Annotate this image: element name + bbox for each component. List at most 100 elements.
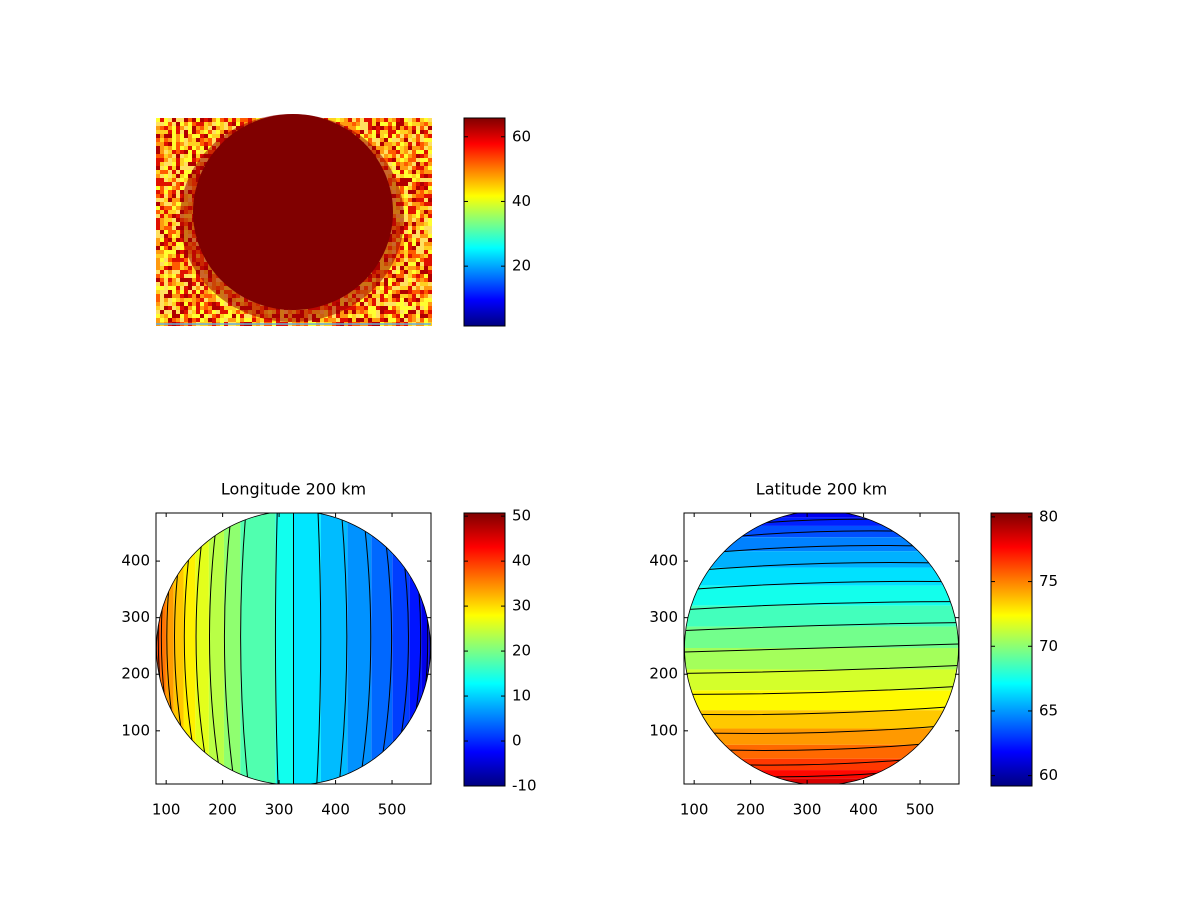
- image-pixel: [180, 310, 184, 314]
- image-pixel: [204, 146, 208, 150]
- image-pixel: [412, 318, 416, 322]
- image-pixel: [176, 306, 180, 310]
- image-pixel: [164, 198, 168, 202]
- image-pixel: [192, 290, 196, 294]
- image-pixel: [184, 254, 188, 258]
- image-pixel: [428, 150, 432, 154]
- image-pixel: [204, 318, 208, 322]
- image-pixel: [384, 130, 388, 134]
- image-pixel: [176, 150, 180, 154]
- image-pixel: [360, 306, 364, 310]
- image-pixel: [384, 290, 388, 294]
- image-pixel: [336, 118, 340, 122]
- image-pixel: [428, 186, 432, 190]
- image-pixel: [164, 230, 168, 234]
- image-pixel: [204, 294, 208, 298]
- image-pixel: [388, 298, 392, 302]
- image-pixel: [428, 230, 432, 234]
- image-pixel: [168, 250, 172, 254]
- image-pixel: [172, 206, 176, 210]
- image-pixel: [160, 294, 164, 298]
- image-pixel: [428, 222, 432, 226]
- image-pixel: [176, 210, 180, 214]
- image-pixel: [408, 302, 412, 306]
- image-pixel: [220, 310, 224, 314]
- image-pixel: [176, 258, 180, 262]
- image-pixel: [188, 138, 192, 142]
- image-pixel: [172, 142, 176, 146]
- image-pixel: [228, 318, 232, 322]
- image-pixel: [348, 318, 352, 322]
- image-pixel: [200, 118, 204, 122]
- image-pixel: [412, 206, 416, 210]
- image-pixel: [176, 190, 180, 194]
- image-pixel: [372, 294, 376, 298]
- image-pixel: [212, 314, 216, 318]
- x-tick-label: 500: [906, 801, 935, 819]
- image-pixel: [372, 290, 376, 294]
- image-pixel: [216, 130, 220, 134]
- image-pixel: [180, 146, 184, 150]
- image-pixel: [416, 190, 420, 194]
- contour-band: [684, 585, 959, 606]
- image-pixel: [192, 294, 196, 298]
- image-pixel: [396, 158, 400, 162]
- image-pixel: [176, 174, 180, 178]
- image-pixel: [228, 126, 232, 130]
- image-pixel: [156, 166, 160, 170]
- image-pixel: [168, 178, 172, 182]
- image-pixel: [188, 126, 192, 130]
- image-pixel: [428, 298, 432, 302]
- image-pixel: [196, 306, 200, 310]
- image-pixel: [208, 294, 212, 298]
- image-pixel: [164, 158, 168, 162]
- x-tick-label: 100: [152, 801, 181, 819]
- image-pixel: [384, 302, 388, 306]
- image-pixel: [380, 314, 384, 318]
- image-pixel: [400, 306, 404, 310]
- image-pixel: [200, 142, 204, 146]
- image-pixel: [420, 262, 424, 266]
- image-pixel: [392, 150, 396, 154]
- image-pixel: [400, 186, 404, 190]
- image-pixel: [172, 150, 176, 154]
- image-pixel: [384, 318, 388, 322]
- image-pixel: [424, 154, 428, 158]
- image-pixel: [420, 122, 424, 126]
- image-pixel: [396, 178, 400, 182]
- image-pixel: [176, 254, 180, 258]
- image-pixel: [404, 146, 408, 150]
- image-pixel: [156, 174, 160, 178]
- image-pixel: [228, 314, 232, 318]
- image-pixel: [156, 138, 160, 142]
- y-tick-label: 200: [649, 665, 678, 683]
- image-pixel: [396, 138, 400, 142]
- image-pixel: [412, 242, 416, 246]
- image-pixel: [160, 306, 164, 310]
- image-pixel: [396, 286, 400, 290]
- image-pixel: [168, 254, 172, 258]
- image-pixel: [412, 218, 416, 222]
- image-pixel: [200, 146, 204, 150]
- image-pixel: [424, 170, 428, 174]
- image-pixel: [328, 314, 332, 318]
- image-pixel: [160, 222, 164, 226]
- image-pixel: [416, 202, 420, 206]
- axes-box: [155, 512, 432, 785]
- image-pixel: [420, 258, 424, 262]
- image-pixel: [404, 118, 408, 122]
- image-pixel: [156, 270, 160, 274]
- image-pixel: [364, 302, 368, 306]
- image-pixel: [380, 154, 384, 158]
- image-pixel: [408, 298, 412, 302]
- image-pixel: [424, 210, 428, 214]
- image-pixel: [160, 142, 164, 146]
- image-pixel: [424, 178, 428, 182]
- image-pixel: [164, 238, 168, 242]
- image-pixel: [428, 250, 432, 254]
- image-pixel: [416, 310, 420, 314]
- image-pixel: [180, 242, 184, 246]
- image-pixel: [200, 282, 204, 286]
- image-pixel: [408, 294, 412, 298]
- image-pixel: [408, 206, 412, 210]
